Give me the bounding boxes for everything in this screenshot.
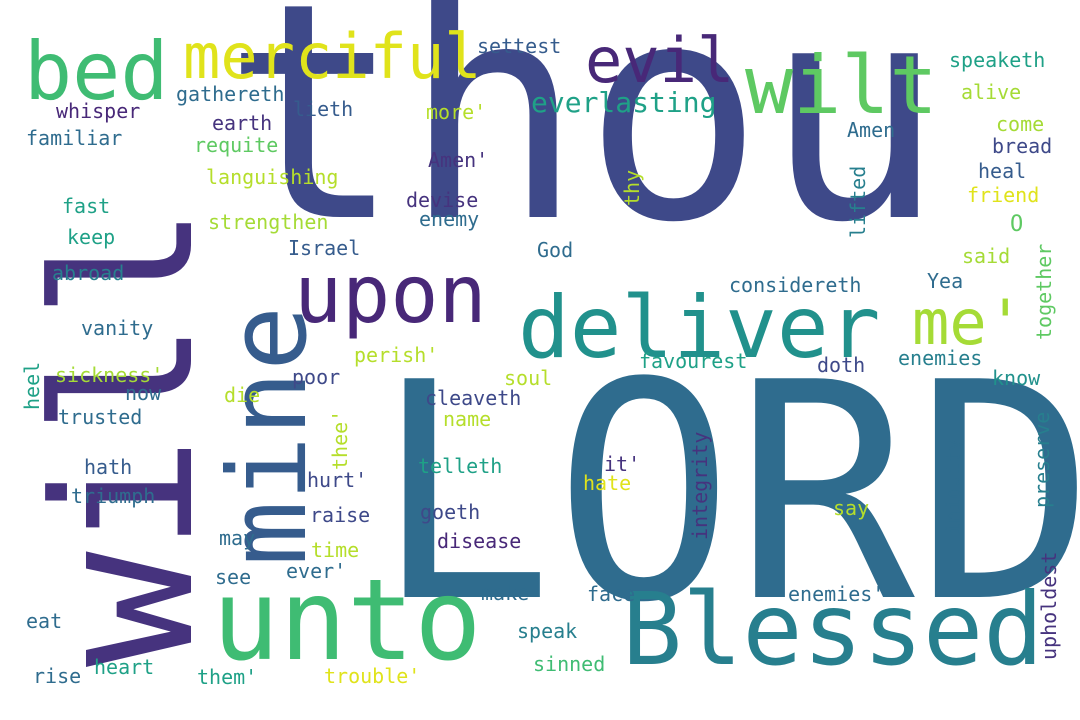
word-telleth: telleth <box>418 454 503 478</box>
word-it: it' <box>604 452 641 476</box>
word-speak: speak <box>517 619 578 643</box>
word-familiar: familiar <box>26 126 123 150</box>
word-heel: heel <box>20 361 44 410</box>
word-heal: heal <box>978 159 1027 183</box>
word-say: say <box>833 496 870 520</box>
word-disease: disease <box>437 529 522 553</box>
word-sinned: sinned <box>533 652 606 676</box>
word-o: O <box>1010 212 1024 237</box>
word-poor: poor <box>292 365 341 389</box>
word-iniquity: iniquity <box>941 438 965 535</box>
word-amen2: Amen' <box>428 148 489 172</box>
word-unto: unto <box>212 556 482 686</box>
word-upon: upon <box>294 248 487 341</box>
word-settest: settest <box>477 34 562 58</box>
word-languishing: languishing <box>206 165 339 189</box>
word-evil: evil <box>585 24 735 97</box>
word-whisper: whisper <box>56 99 141 123</box>
word-name: name <box>443 407 492 431</box>
word-trusted: trusted <box>58 405 143 429</box>
word-raise: raise <box>310 503 371 527</box>
word-considereth: considereth <box>729 273 862 297</box>
word-rise: rise <box>33 664 82 688</box>
word-them: them' <box>197 665 258 689</box>
word-alive: alive <box>961 80 1022 104</box>
word-preserve: preserve <box>1030 411 1054 508</box>
word-keep: keep <box>67 225 116 249</box>
word-said: said <box>962 244 1011 268</box>
word-face: face <box>587 582 636 606</box>
word-thee: thee' <box>328 409 352 470</box>
word-sickness: sickness' <box>55 363 164 387</box>
word-god: God <box>537 238 574 262</box>
word-ever: ever' <box>286 559 347 583</box>
word-perish: perish' <box>354 343 439 367</box>
word-together: together <box>1032 243 1056 340</box>
word-thy: thy <box>620 169 644 206</box>
word-speaketh: speaketh <box>949 48 1046 72</box>
word-enemies: enemies <box>898 346 983 370</box>
word-doth: doth <box>817 353 866 377</box>
word-lord: LORD <box>373 319 1080 668</box>
word-enemies2: enemies' <box>788 582 885 606</box>
word-make: make <box>481 581 530 605</box>
word-devise: devise <box>406 188 479 212</box>
word-favourest: favourest <box>639 349 748 373</box>
word-goeth: goeth <box>420 500 481 524</box>
word-heart: heart <box>94 655 155 679</box>
word-eat: eat <box>26 609 63 633</box>
word-yea: Yea <box>927 269 964 293</box>
word-lifted: lifted <box>846 165 870 238</box>
word-lieth: lieth <box>293 97 354 121</box>
word-vanity: vanity <box>81 316 154 340</box>
word-integrity: integrity <box>688 431 712 540</box>
word-abroad: abroad <box>52 261 125 285</box>
word-upholdest: upholdest <box>1037 551 1061 660</box>
word-cleaveth: cleaveth <box>425 386 522 410</box>
word-enemy: enemy <box>419 207 480 231</box>
word-hurt: hurt' <box>307 468 368 492</box>
word-die: die <box>224 383 261 407</box>
word-trouble: trouble' <box>324 664 421 688</box>
word-triumph: triumph <box>71 484 156 508</box>
word-thou: thou <box>222 0 945 288</box>
word-may: may <box>219 526 256 550</box>
word-deliver: deliver <box>518 278 881 378</box>
word-know: know <box>992 366 1041 390</box>
word-requite: requite <box>194 133 279 157</box>
word-gathereth: gathereth <box>176 82 285 106</box>
word-me: me' <box>912 286 1024 359</box>
word-blessed: Blessed <box>622 571 1044 688</box>
word-see: see <box>215 565 252 589</box>
word-come: come <box>996 112 1045 136</box>
word-earth: earth <box>212 111 273 135</box>
word-amen: Amen <box>847 118 896 142</box>
word-soul: soul <box>504 366 553 390</box>
word-time: time <box>311 538 360 562</box>
word-hate: hate <box>583 471 632 495</box>
word-now: now <box>125 381 162 405</box>
word-friend: friend <box>967 183 1040 207</box>
word-more: more' <box>426 100 487 124</box>
word-israel: Israel <box>288 236 361 260</box>
word-wilt: wilt <box>745 39 938 132</box>
word-bread: bread <box>992 134 1053 158</box>
word-fast: fast <box>62 194 111 218</box>
word-everlasting: everlasting <box>531 86 717 119</box>
word-merciful: merciful <box>183 20 482 93</box>
word-strengthen: strengthen <box>208 210 329 234</box>
word-bed: bed <box>24 25 169 118</box>
word-hath: hath <box>84 455 133 479</box>
